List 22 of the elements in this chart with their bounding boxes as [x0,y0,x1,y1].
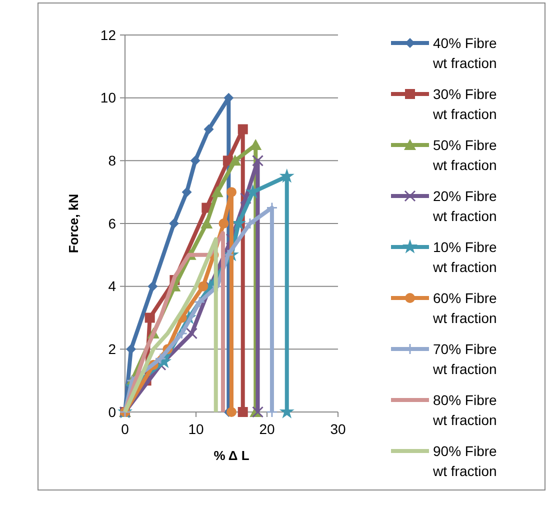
x-axis-title: % Δ L [214,448,250,463]
x-tick-label: 20 [259,421,275,437]
x-tick-label: 10 [188,421,204,437]
legend-label: 20% Fibre wt fraction [432,188,498,224]
y-tick-label: 12 [100,26,116,43]
legend-label: 50% Fibre wt fraction [432,136,498,173]
legend-label: 80% Fibre wt fraction [432,392,498,428]
x-tick-label: 0 [121,421,130,437]
legend-label: 30% Fibre wt fraction [432,86,498,122]
legend-label: 40% Fibre wt fraction [432,34,498,71]
y-tick-label: 2 [108,341,116,358]
legend-label: 70% Fibre wt fraction [432,340,498,377]
legend-label: 60% Fibre wt fraction [432,290,498,326]
y-axis-title: Force, kN [66,194,81,254]
y-tick-label: 0 [108,404,116,420]
y-tick-label: 10 [100,90,116,106]
y-tick-label: 6 [108,215,116,232]
x-tick-label: 30 [330,421,346,437]
y-tick-label: 8 [108,152,116,169]
legend-label: 10% Fibre wt fraction [432,238,498,275]
y-tick-label: 4 [108,278,116,294]
legend-label: 90% Fibre wt fraction [432,442,498,479]
